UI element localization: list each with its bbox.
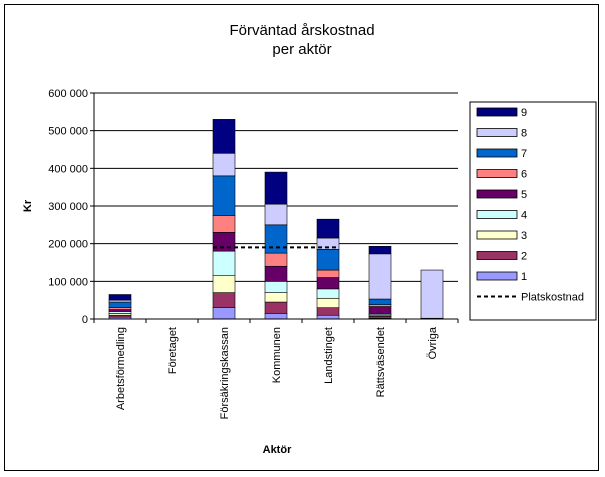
bar-segment xyxy=(264,203,288,226)
legend-swatch xyxy=(476,251,518,260)
x-tick-label: Försäkringskassan xyxy=(219,327,231,419)
y-tick-label: 500 000 xyxy=(48,126,88,138)
chart-title-line-1: Förväntad årskostnad xyxy=(229,22,374,39)
bar-segment xyxy=(212,250,236,276)
chart-svg: Förväntad årskostnad per aktör 0 100 000 2… xyxy=(22,22,597,456)
legend-swatch xyxy=(476,230,518,240)
legend-label: 7 xyxy=(521,148,527,160)
bar-segment xyxy=(316,307,340,316)
legend-swatch xyxy=(476,128,518,137)
bar-segment xyxy=(316,314,340,320)
bar-segment xyxy=(368,306,392,315)
bar-segment xyxy=(212,152,236,177)
x-axis-label: Aktör xyxy=(263,444,292,456)
y-ticks: 0 100 000 200 000 300 000 400 000 500 000 600 … xyxy=(48,88,94,326)
legend-swatch xyxy=(476,271,518,281)
bar-segment xyxy=(264,301,288,314)
bar-segment xyxy=(316,288,340,299)
legend-swatch xyxy=(476,189,518,199)
y-tick-label: 200 000 xyxy=(48,239,88,251)
x-ticks: Arbetsförmedling Företaget Försäkringskass… xyxy=(93,319,459,419)
x-tick-label: Övriga xyxy=(427,326,439,359)
y-tick-label: 300 000 xyxy=(48,201,88,213)
bar-segment xyxy=(264,252,288,267)
bar-segment xyxy=(108,301,132,308)
legend-label: 5 xyxy=(521,189,527,201)
x-tick-label: Kommunen xyxy=(271,327,283,383)
legend-label: 8 xyxy=(521,128,527,140)
legend-label: 9 xyxy=(521,107,527,119)
bar-segment xyxy=(316,249,340,271)
legend-label: 4 xyxy=(521,210,527,222)
bar-segment xyxy=(212,215,236,233)
legend-label: 6 xyxy=(521,169,527,181)
bar-segment xyxy=(264,265,288,282)
bar-segment xyxy=(316,297,340,308)
legend-swatch xyxy=(476,107,518,117)
legend-label: 1 xyxy=(521,271,527,283)
bar-segment xyxy=(264,171,288,205)
bar-segment xyxy=(264,281,288,293)
bar-segment xyxy=(420,269,444,319)
x-tick-label: Landstinget xyxy=(323,327,335,384)
chart-title-line-2: per aktör xyxy=(272,41,331,58)
bar-segment xyxy=(264,313,288,320)
legend: 9 8 7 6 5 4 3 2 1 Platskostnad xyxy=(469,101,597,321)
y-tick-label: 600 000 xyxy=(48,88,88,100)
x-tick-label: Arbetsförmedling xyxy=(115,327,127,410)
legend-swatch xyxy=(476,148,518,158)
y-axis-label: Kr xyxy=(22,199,34,212)
bar-segment xyxy=(264,292,288,303)
bar-segment xyxy=(212,275,236,293)
legend-swatch xyxy=(476,210,518,219)
bar-segment xyxy=(316,277,340,290)
x-tick-label: Företaget xyxy=(167,327,179,374)
y-tick-label: 400 000 xyxy=(48,163,88,175)
bar-segment xyxy=(368,246,392,255)
y-tick-label: 100 000 xyxy=(48,276,88,288)
x-tick-label: Rättsväsendet xyxy=(375,327,387,397)
legend-label: 2 xyxy=(521,251,527,263)
y-tick-label: 0 xyxy=(82,314,88,326)
chart-frame: Förväntad årskostnad per aktör 0 100 000 2… xyxy=(4,4,599,471)
bar-segment xyxy=(264,224,288,254)
legend-label: 3 xyxy=(521,230,527,242)
bar-segment xyxy=(316,269,340,278)
bar-segment xyxy=(212,292,236,308)
legend-items: 9 8 7 6 5 4 3 2 1 Platskostnad xyxy=(476,107,584,304)
legend-swatch xyxy=(476,169,518,178)
legend-label: Platskostnad xyxy=(521,292,584,304)
bars xyxy=(108,119,444,320)
bar-segment xyxy=(212,175,236,216)
bar-segment xyxy=(368,253,392,300)
bar-segment xyxy=(316,218,340,239)
bar-segment xyxy=(368,298,392,305)
bar-segment xyxy=(212,119,236,154)
bar-segment xyxy=(108,294,132,301)
bar-segment xyxy=(212,307,236,320)
